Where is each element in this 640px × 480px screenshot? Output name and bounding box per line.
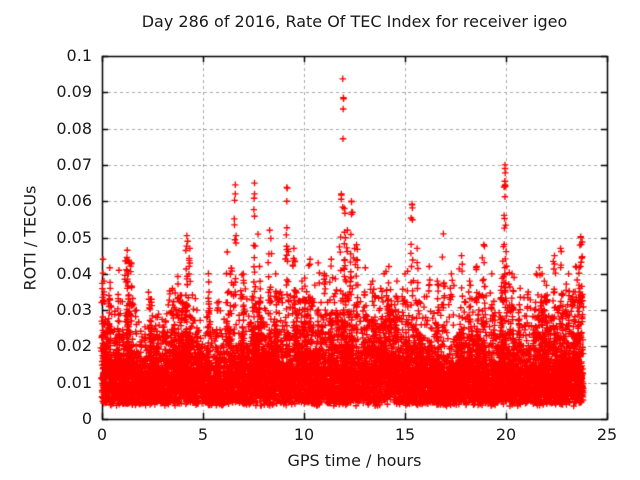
y-tick-label: 0.07 [56,154,92,174]
y-tick-label: 0.08 [56,118,92,138]
x-tick-label: 5 [197,425,209,444]
x-axis-label: GPS time / hours [287,451,422,470]
y-tick-label: 0.02 [56,336,92,356]
x-tick-label: 20 [495,425,517,444]
x-tick-label: 25 [596,425,618,444]
chart-title: Day 286 of 2016, Rate Of TEC Index for r… [141,12,568,31]
y-tick-label: 0.1 [66,46,92,65]
y-tick-label: 0.06 [56,191,92,211]
y-tick-label: 0.01 [56,372,92,392]
y-tick-label: 0.04 [56,263,92,283]
y-tick-label: 0.03 [56,300,92,320]
x-tick-label: 0 [96,425,108,444]
y-tick-label: 0.09 [56,82,92,102]
y-tick-label: 0.05 [56,227,92,247]
y-tick-label: 0 [81,409,92,428]
x-tick-label: 10 [293,425,315,444]
x-tick-label: 15 [394,425,416,444]
